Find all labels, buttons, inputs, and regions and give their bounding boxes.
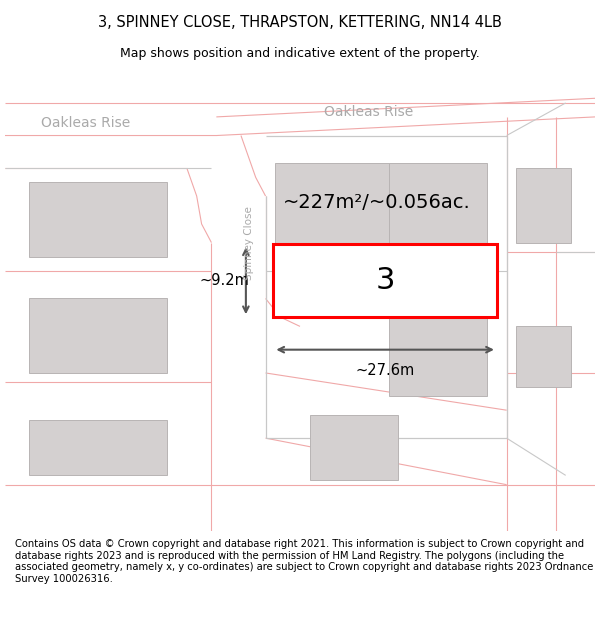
Bar — [517, 168, 571, 242]
Text: Oakleas Rise: Oakleas Rise — [324, 105, 413, 119]
Text: Oakleas Rise: Oakleas Rise — [41, 116, 130, 131]
Bar — [29, 182, 167, 257]
Text: 3, SPINNEY CLOSE, THRAPSTON, KETTERING, NN14 4LB: 3, SPINNEY CLOSE, THRAPSTON, KETTERING, … — [98, 14, 502, 29]
Text: ~9.2m: ~9.2m — [199, 273, 249, 288]
Bar — [275, 164, 389, 252]
Bar — [389, 312, 487, 396]
Text: Spinney Close: Spinney Close — [244, 206, 254, 279]
Bar — [274, 244, 497, 317]
Bar — [29, 299, 167, 373]
Bar — [517, 326, 571, 387]
Text: Contains OS data © Crown copyright and database right 2021. This information is : Contains OS data © Crown copyright and d… — [15, 539, 593, 584]
Text: 3: 3 — [376, 266, 395, 295]
Text: ~27.6m: ~27.6m — [355, 362, 415, 378]
Bar — [29, 419, 167, 476]
Bar — [310, 415, 398, 480]
Bar — [389, 177, 467, 242]
Bar — [389, 164, 487, 252]
Text: Map shows position and indicative extent of the property.: Map shows position and indicative extent… — [120, 47, 480, 59]
Text: ~227m²/~0.056ac.: ~227m²/~0.056ac. — [283, 193, 471, 212]
